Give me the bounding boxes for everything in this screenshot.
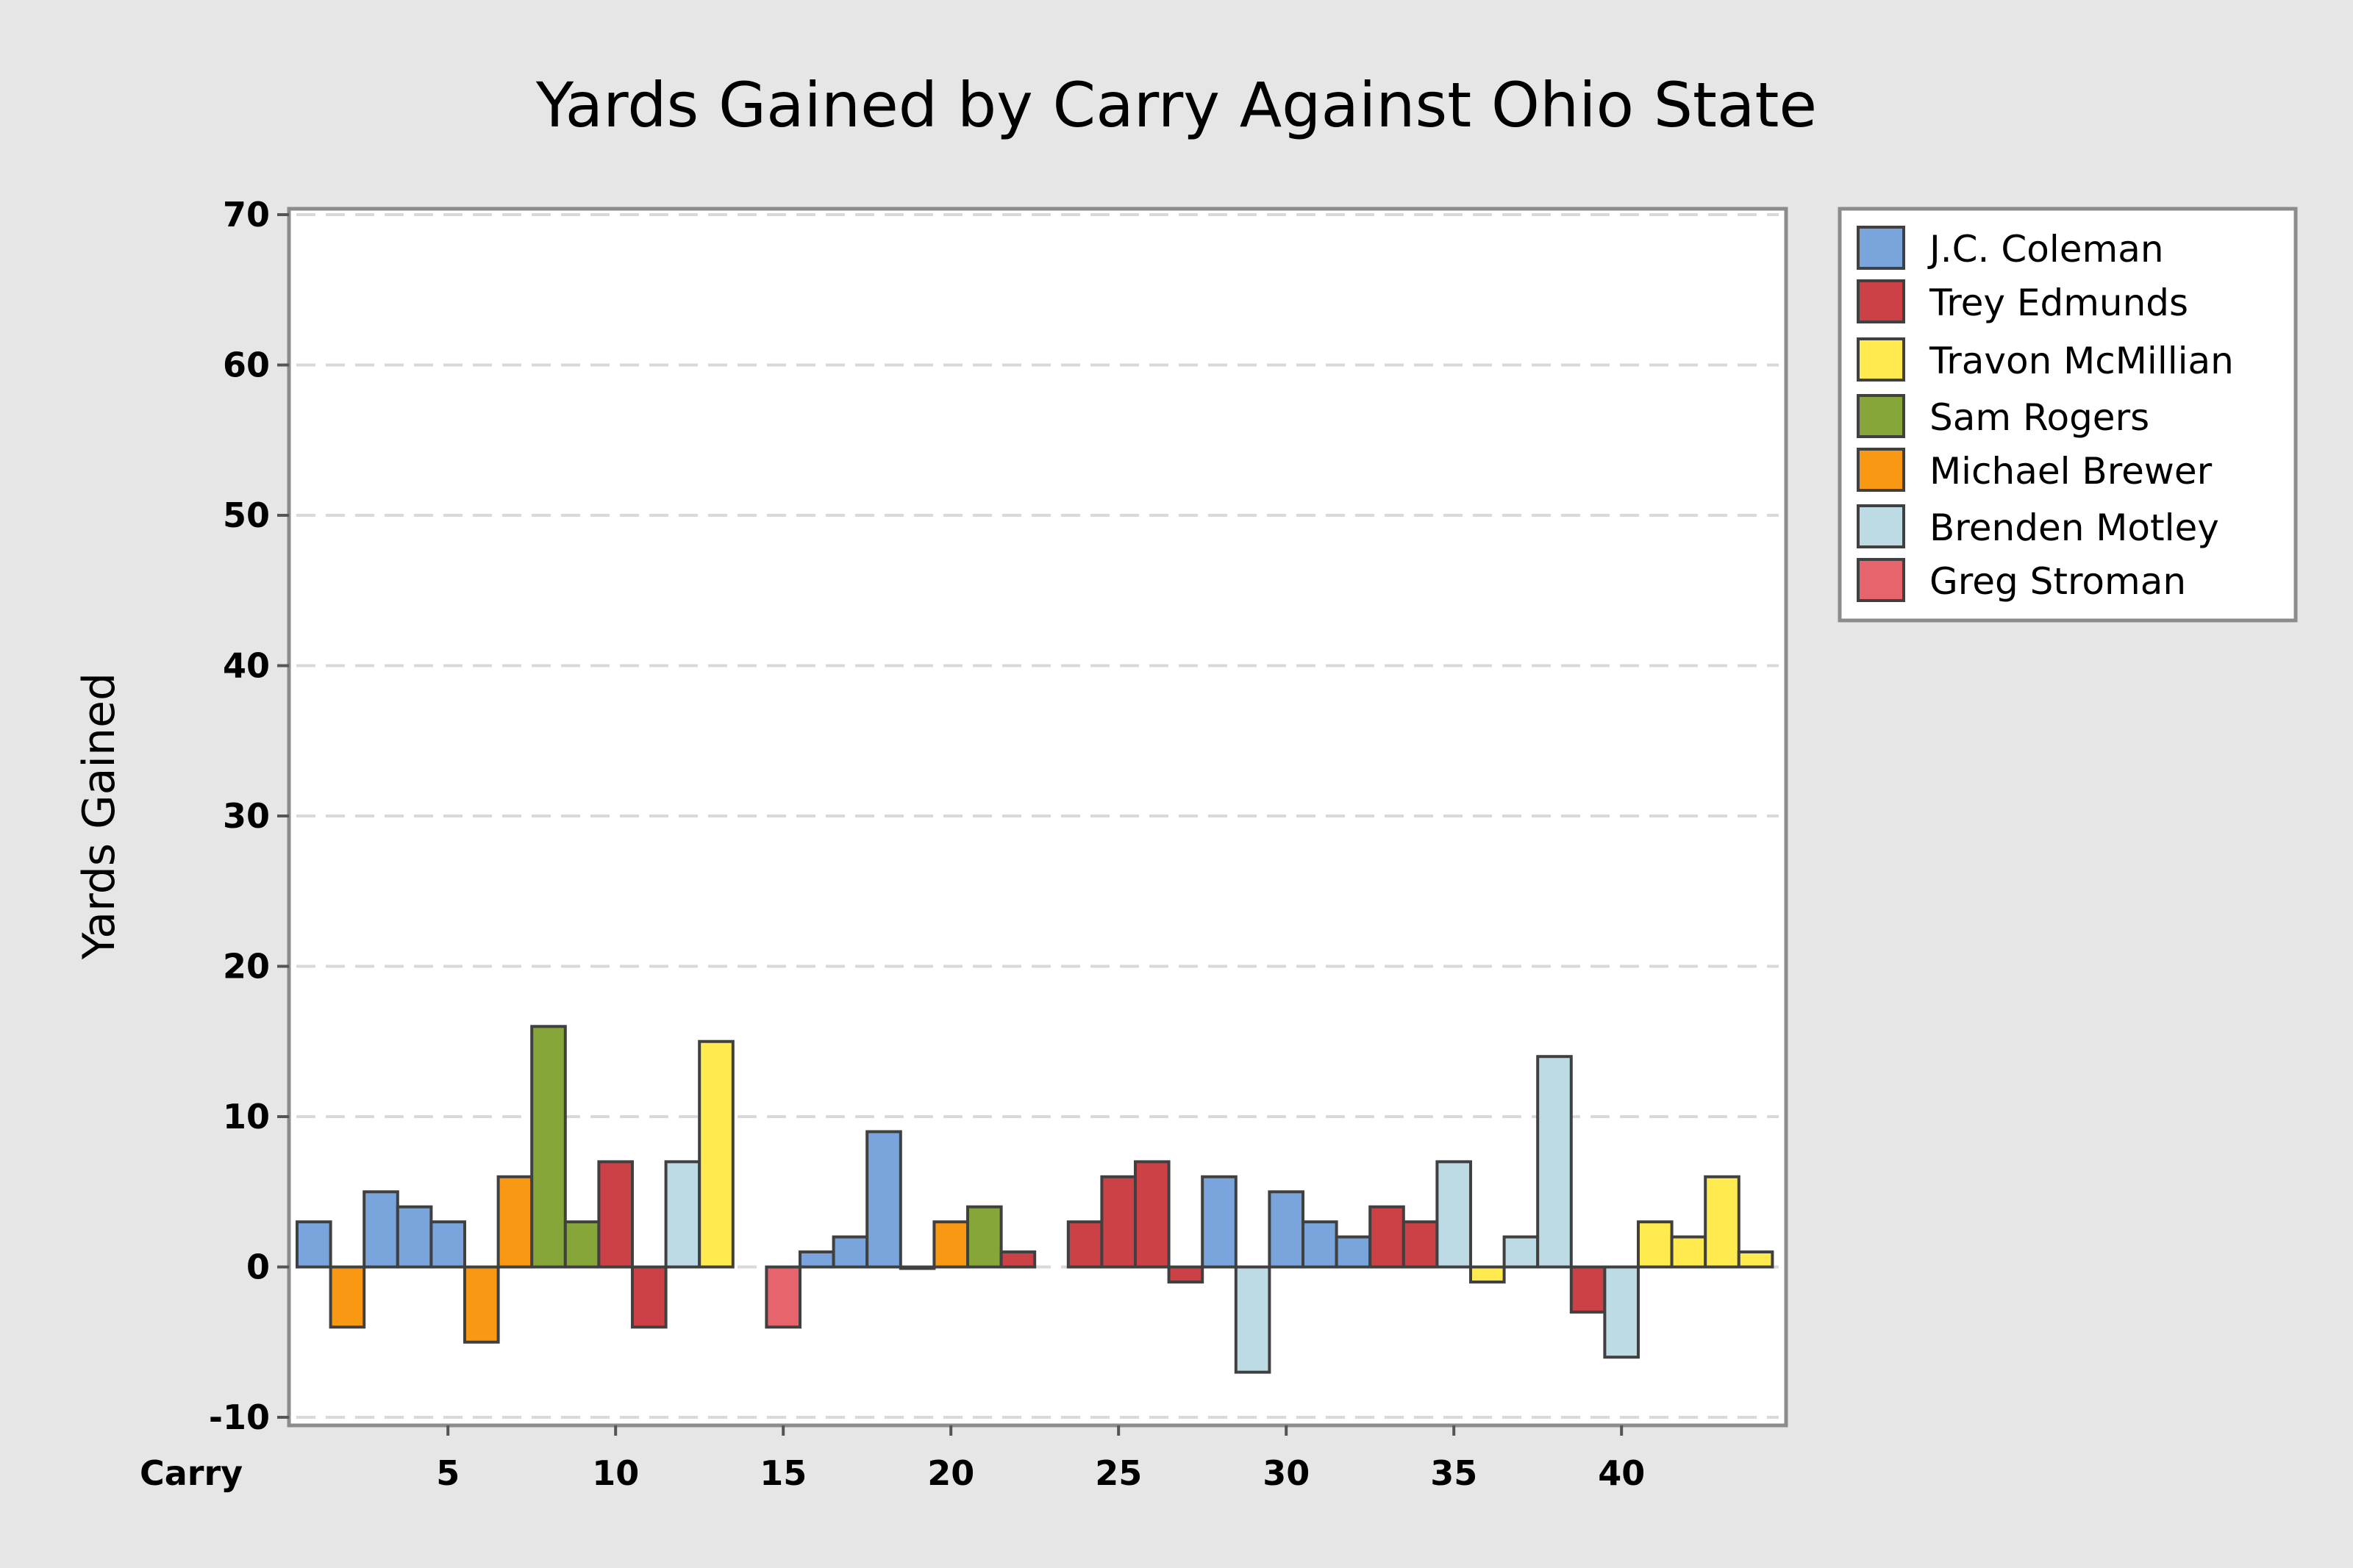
bar: [1704, 1175, 1740, 1269]
y-axis-label: Yards Gained: [74, 673, 125, 960]
bar: [966, 1205, 1003, 1269]
bar: [1670, 1235, 1707, 1269]
bar: [1637, 1220, 1674, 1269]
bar: [463, 1265, 500, 1344]
bar: [429, 1220, 467, 1269]
bar: [1502, 1235, 1540, 1269]
x-tick-label: 35: [1430, 1453, 1477, 1493]
legend-swatch: [1857, 226, 1905, 270]
y-tick-label: 50: [223, 495, 270, 535]
bar: [832, 1235, 869, 1269]
legend-box: [1838, 207, 2298, 623]
legend-label: J.C. Coleman: [1927, 228, 2164, 271]
bar: [1234, 1265, 1271, 1374]
x-tick-label: 20: [927, 1453, 974, 1493]
bar: [999, 1250, 1037, 1269]
bar: [563, 1220, 601, 1269]
bar: [1368, 1205, 1405, 1269]
x-tick-label: 10: [592, 1453, 639, 1493]
x-tick-label: 15: [760, 1453, 807, 1493]
legend-swatch: [1857, 279, 1905, 323]
bar: [496, 1175, 534, 1269]
bar: [396, 1205, 433, 1269]
legend-label: Greg Stroman: [1929, 560, 2186, 603]
bar: [329, 1265, 366, 1329]
bar: [1335, 1235, 1372, 1269]
bar: [932, 1220, 970, 1269]
y-tick-label: 40: [223, 646, 270, 686]
bar: [597, 1160, 635, 1269]
y-tick-label: 20: [223, 947, 270, 987]
bar: [1100, 1175, 1138, 1269]
legend-swatch: [1857, 337, 1905, 382]
bar: [1435, 1160, 1473, 1269]
y-tick-label: 30: [223, 796, 270, 836]
legend-swatch: [1857, 558, 1905, 602]
bar: [1569, 1265, 1607, 1314]
bar: [664, 1160, 701, 1269]
bar: [1302, 1220, 1338, 1269]
y-tick-label: 0: [246, 1247, 270, 1287]
bar: [899, 1265, 936, 1270]
y-tick-label: 10: [223, 1097, 270, 1136]
bar: [1536, 1055, 1573, 1269]
x-tick-label: 40: [1598, 1453, 1645, 1493]
y-tick-label: 70: [223, 195, 270, 235]
bar: [1737, 1250, 1774, 1269]
legend-label: Brenden Motley: [1929, 506, 2219, 549]
bar: [1268, 1190, 1305, 1269]
bar: [698, 1039, 735, 1269]
bar: [1066, 1220, 1104, 1269]
x-tick-label: 30: [1263, 1453, 1310, 1493]
bar: [363, 1190, 399, 1269]
bar: [296, 1220, 332, 1269]
bar: [1603, 1265, 1640, 1359]
bar: [865, 1130, 902, 1269]
bar: [1201, 1175, 1238, 1269]
legend-swatch: [1857, 394, 1905, 438]
x-axis: 5 10 15 20 25 30 35 40: [436, 1425, 1645, 1493]
bar: [631, 1265, 668, 1329]
legend-label: Travon McMillian: [1929, 340, 2234, 382]
chart-title: Yards Gained by Carry Against Ohio State: [535, 69, 1817, 141]
legend-swatch: [1857, 504, 1905, 548]
x-axis-label: Carry: [140, 1453, 243, 1493]
legend-label: Michael Brewer: [1929, 450, 2213, 493]
legend-label: Trey Edmunds: [1929, 282, 2188, 324]
bar: [765, 1265, 802, 1329]
legend: J.C. Coleman Trey Edmunds Travon McMillian…: [1838, 207, 2298, 623]
bar: [1402, 1220, 1439, 1269]
y-tick-label: -10: [209, 1397, 270, 1437]
bars: [296, 1025, 1774, 1374]
bar: [1167, 1265, 1204, 1284]
y-tick-label: 60: [223, 346, 270, 385]
bar: [530, 1025, 567, 1269]
x-tick-label: 25: [1095, 1453, 1142, 1493]
bar: [799, 1250, 835, 1269]
bar: [1469, 1265, 1506, 1284]
legend-label: Sam Rogers: [1929, 396, 2149, 439]
y-axis: -10 0 10 20 30 40 50 60 70: [209, 195, 289, 1437]
legend-swatch: [1857, 448, 1905, 492]
bar: [1134, 1160, 1171, 1269]
x-tick-label: 5: [436, 1453, 460, 1493]
